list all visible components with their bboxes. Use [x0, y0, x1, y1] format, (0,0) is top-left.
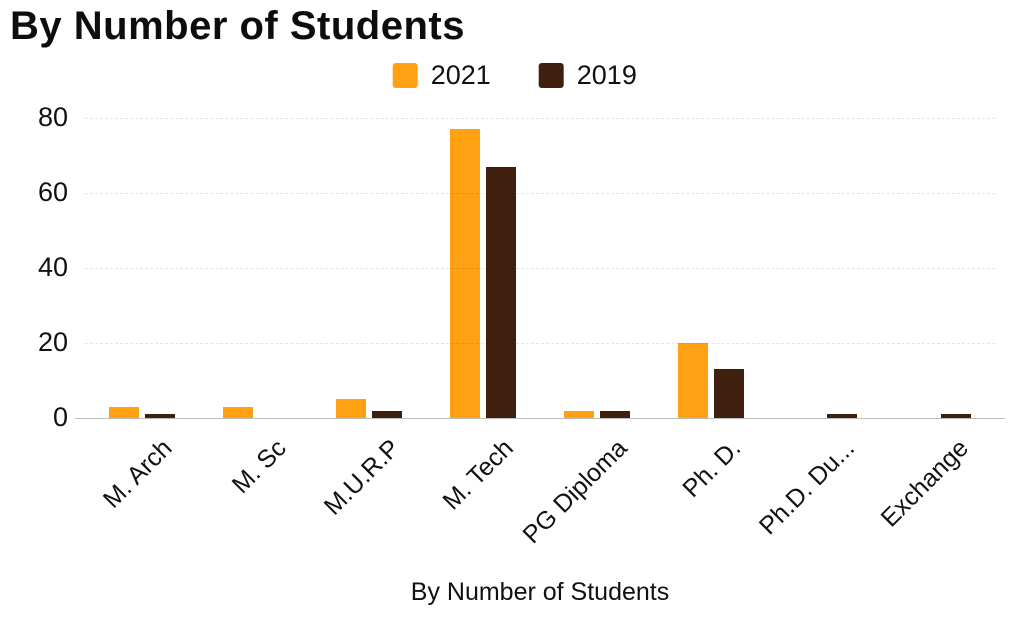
legend: 2021 2019: [392, 60, 637, 91]
x-tick-label: Ph. D.: [677, 434, 747, 503]
x-tick-label: Ph.D. Du...: [753, 434, 861, 541]
legend-swatch-2021: [392, 63, 418, 88]
bar-group: [540, 118, 654, 418]
chart-title: By Number of Students: [10, 4, 465, 48]
legend-label-2019: 2019: [576, 60, 637, 90]
bar-2019: [486, 166, 517, 418]
y-tick-label: 80: [37, 102, 68, 132]
gridline: [85, 193, 995, 194]
bar-group: [85, 118, 199, 418]
y-tick-label: 40: [37, 252, 68, 282]
x-axis-title: By Number of Students: [410, 578, 670, 606]
gridline: [85, 118, 995, 119]
bar-2021: [677, 343, 708, 418]
gridline: [85, 343, 995, 344]
bar-group: [654, 118, 768, 418]
legend-item-2021[interactable]: 2021: [392, 60, 491, 91]
bar-group: [426, 118, 540, 418]
legend-label-2021: 2021: [430, 60, 491, 90]
plot-area: [85, 118, 995, 418]
x-axis-line: [75, 418, 1005, 419]
x-tick-label: PG Diploma: [517, 434, 633, 550]
bar-group: [881, 118, 995, 418]
x-tick-label: M.U.R.P: [318, 434, 406, 521]
bar-2019: [713, 369, 744, 418]
bar-group: [768, 118, 882, 418]
bar-2019: [827, 414, 858, 418]
bar-2019: [144, 414, 175, 418]
bar-2021: [108, 406, 139, 418]
legend-swatch-2019: [538, 63, 564, 88]
bar-group: [313, 118, 427, 418]
bar-2021: [563, 410, 594, 418]
x-tick-label: M. Arch: [97, 434, 178, 514]
legend-item-2019[interactable]: 2019: [538, 60, 637, 91]
bar-2019: [372, 410, 403, 418]
bar-2021: [222, 406, 253, 418]
bar-2019: [599, 410, 630, 418]
x-tick-label: M. Sc: [226, 434, 292, 499]
bar-group: [199, 118, 313, 418]
bar-groups: [85, 118, 995, 418]
x-tick-label: M. Tech: [437, 434, 519, 516]
bar-2021: [450, 129, 481, 418]
bar-2021: [336, 399, 367, 418]
y-tick-label: 60: [37, 177, 68, 207]
y-tick-label: 20: [37, 327, 68, 357]
gridline: [85, 268, 995, 269]
bar-2019: [941, 414, 972, 418]
x-tick-label: Exchange: [875, 434, 974, 533]
y-tick-label: 0: [52, 402, 68, 432]
